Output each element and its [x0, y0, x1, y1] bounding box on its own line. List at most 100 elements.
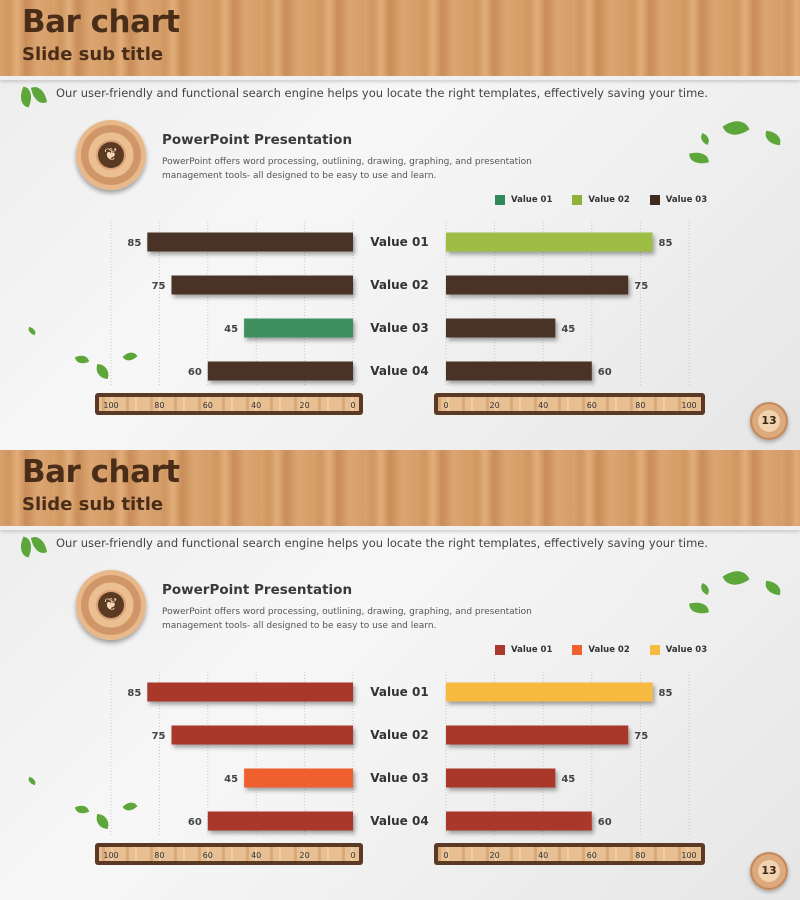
- x-tick-label: 0: [443, 401, 448, 410]
- legend: Value 01 Value 02 Value 03: [495, 645, 707, 655]
- right-data-label: 75: [634, 731, 648, 742]
- x-tick-label: 100: [681, 401, 696, 410]
- right-data-label: 85: [659, 238, 673, 249]
- pp-description: PowerPoint offers word processing, outli…: [162, 157, 532, 181]
- x-tick-label: 0: [443, 851, 448, 860]
- left-data-label: 75: [152, 281, 166, 292]
- left-bar: [207, 361, 353, 381]
- legend-item: Value 01: [495, 645, 552, 655]
- legend-swatch: [649, 195, 660, 205]
- slide-2: Bar chart Slide sub title Our user-frien…: [0, 450, 800, 900]
- right-bar: [446, 768, 556, 788]
- left-bar: [244, 768, 353, 788]
- right-bar: [446, 811, 592, 831]
- left-data-label: 45: [224, 324, 238, 335]
- x-tick-label: 100: [103, 851, 118, 860]
- x-tick-label: 60: [587, 401, 597, 410]
- right-data-label: 75: [634, 281, 648, 292]
- intro-text: Our user-friendly and functional search …: [56, 536, 709, 550]
- x-tick-label: 100: [103, 401, 118, 410]
- x-tick-label: 40: [251, 851, 261, 860]
- category-label: Value 04: [370, 364, 428, 378]
- butterfly-bar-chart: 100 80 60 40 20 0 0 20 40 60 80 100 Value 01 85 85 Valu…: [95, 222, 705, 415]
- leaf-emblem-icon: ❦: [98, 592, 124, 618]
- x-tick-label: 80: [635, 401, 645, 410]
- left-bar: [147, 232, 353, 252]
- legend-swatch: [649, 645, 660, 655]
- legend-label: Value 03: [665, 645, 708, 655]
- x-tick-label: 40: [538, 851, 548, 860]
- x-tick-label: 0: [350, 851, 355, 860]
- wood-log-icon: ❦: [76, 120, 146, 190]
- right-data-label: 85: [659, 688, 673, 699]
- legend-item: Value 02: [572, 645, 630, 655]
- axis-plank: [99, 847, 359, 861]
- category-label: Value 03: [370, 321, 428, 335]
- slide-subtitle: Slide sub title: [22, 44, 164, 65]
- category-label: Value 03: [370, 771, 428, 785]
- pp-title: PowerPoint Presentation: [162, 582, 353, 598]
- legend: Value 01 Value 02 Value 03: [495, 195, 707, 205]
- left-bar: [171, 725, 353, 745]
- left-data-label: 60: [188, 817, 202, 828]
- slide-title: Bar chart: [22, 454, 180, 490]
- category-label: Value 02: [370, 728, 428, 742]
- pp-description: PowerPoint offers word processing, outli…: [162, 607, 532, 631]
- legend-label: Value 01: [511, 195, 553, 205]
- left-bar: [207, 811, 353, 831]
- x-tick-label: 80: [635, 851, 645, 860]
- right-data-label: 45: [561, 774, 575, 785]
- left-bar: [244, 318, 353, 338]
- legend-item: Value 01: [495, 195, 552, 205]
- left-data-label: 60: [188, 367, 202, 378]
- left-data-label: 45: [224, 774, 238, 785]
- left-bar: [171, 275, 353, 295]
- axis-plank: [99, 397, 359, 411]
- page-number: 13: [750, 852, 788, 890]
- x-tick-label: 60: [203, 851, 213, 860]
- category-label: Value 02: [370, 278, 428, 292]
- x-tick-label: 80: [154, 851, 164, 860]
- legend-item: Value 02: [572, 195, 630, 205]
- legend-item: Value 03: [649, 645, 708, 655]
- butterfly-bar-chart: 100 80 60 40 20 0 0 20 40 60 80 100 Value 01 85 85 Valu…: [95, 672, 705, 865]
- axis-plank: [438, 847, 701, 861]
- right-bar: [446, 682, 653, 702]
- category-label: Value 01: [370, 235, 428, 249]
- slide-1: Bar chart Slide sub title Our user-frien…: [0, 0, 800, 450]
- category-label: Value 01: [370, 685, 428, 699]
- left-data-label: 85: [127, 688, 141, 699]
- legend-swatch: [572, 645, 583, 655]
- legend-item: Value 03: [649, 195, 707, 205]
- category-label: Value 04: [370, 814, 428, 828]
- slide-title: Bar chart: [22, 4, 180, 40]
- slide-subtitle: Slide sub title: [22, 494, 164, 515]
- right-bar: [446, 725, 629, 745]
- legend-label: Value 02: [588, 645, 630, 655]
- page-number: 13: [750, 402, 788, 440]
- right-bar: [446, 318, 556, 338]
- leaf-emblem-icon: ❦: [98, 142, 124, 168]
- left-bar: [147, 682, 353, 702]
- x-tick-label: 0: [350, 401, 355, 410]
- x-tick-label: 20: [490, 851, 500, 860]
- left-data-label: 75: [152, 731, 166, 742]
- right-bar: [446, 361, 592, 381]
- x-tick-label: 20: [300, 851, 310, 860]
- left-data-label: 85: [127, 238, 141, 249]
- wood-log-icon: ❦: [76, 570, 146, 640]
- x-tick-label: 40: [538, 401, 548, 410]
- pp-title: PowerPoint Presentation: [162, 132, 353, 148]
- right-bar: [446, 275, 629, 295]
- wood-header: [0, 0, 800, 80]
- x-tick-label: 40: [251, 401, 261, 410]
- right-bar: [446, 232, 653, 252]
- x-tick-label: 20: [490, 401, 500, 410]
- x-tick-label: 60: [587, 851, 597, 860]
- right-data-label: 60: [598, 817, 612, 828]
- right-data-label: 45: [561, 324, 575, 335]
- x-tick-label: 20: [300, 401, 310, 410]
- legend-swatch: [495, 645, 505, 655]
- axis-plank: [438, 397, 701, 411]
- right-data-label: 60: [598, 367, 612, 378]
